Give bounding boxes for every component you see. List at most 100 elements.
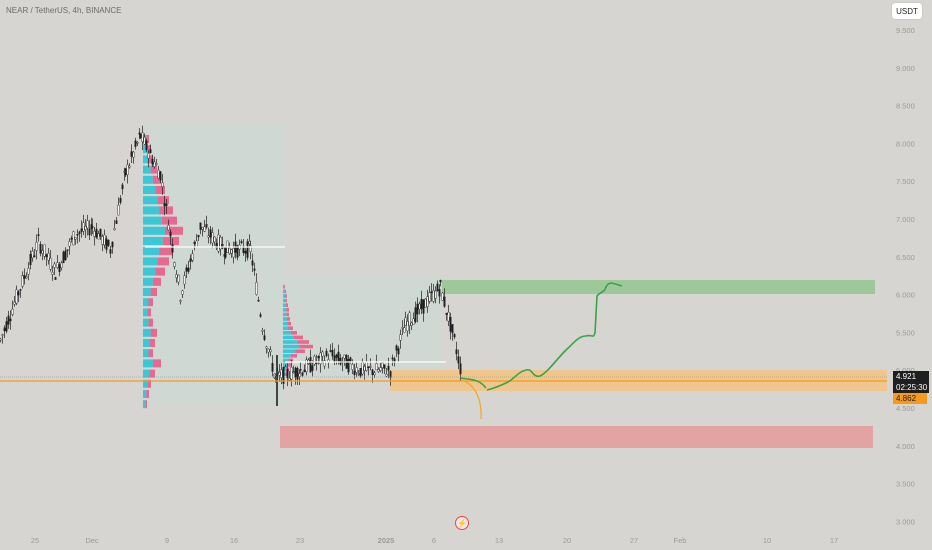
candle-body — [391, 357, 394, 360]
profile-bar-sell — [290, 354, 297, 358]
candle-body — [265, 346, 268, 349]
profile-bar-buy — [283, 294, 286, 298]
candle-body — [189, 258, 192, 262]
candle-body — [29, 254, 32, 265]
candle-body — [246, 241, 249, 258]
profile-bar-sell — [285, 298, 287, 303]
candle-body — [193, 242, 196, 244]
lightning-icon[interactable]: ⚡ — [455, 516, 469, 530]
candle-body — [459, 363, 462, 375]
candle-body — [269, 349, 272, 352]
candle-body — [187, 267, 190, 272]
profile-bar-buy — [283, 303, 286, 307]
profile-bar-buy — [143, 186, 156, 194]
candle-body — [185, 267, 188, 272]
candle-body — [54, 277, 57, 280]
profile-bar-sell — [285, 294, 287, 298]
price-tick: 5.000 — [896, 366, 915, 375]
profile-bar-sell — [162, 237, 179, 245]
profile-bar-buy — [143, 196, 158, 205]
candle-body — [377, 369, 380, 372]
profile-bar-sell — [149, 369, 155, 378]
candle-body — [357, 373, 360, 375]
price-tick: 8.500 — [896, 102, 915, 111]
candle-body — [449, 316, 452, 332]
candle-body — [119, 198, 122, 203]
profile-bar-sell — [287, 363, 291, 367]
candle-body — [99, 228, 102, 237]
candle-body — [441, 292, 444, 301]
candle-body — [183, 275, 186, 285]
candle-body — [82, 222, 85, 232]
candle-body — [331, 349, 334, 357]
candle-body — [195, 240, 198, 247]
candle-body — [303, 369, 306, 373]
profile-bar-buy — [143, 206, 160, 215]
candle-body — [379, 367, 382, 371]
candle-body — [443, 296, 446, 307]
candle-body — [124, 168, 127, 176]
candle-body — [408, 312, 411, 326]
candle-body — [103, 234, 106, 246]
profile-bar-sell — [286, 308, 289, 312]
candle-body — [445, 312, 448, 315]
profile-bar-buy — [143, 328, 151, 337]
candle-body — [375, 363, 378, 371]
candle-body — [230, 249, 233, 254]
candle-body — [209, 229, 212, 238]
candle-body — [141, 132, 144, 142]
level-price-tag: 4.862 — [893, 393, 927, 404]
candle-body — [211, 232, 214, 244]
candle-body — [439, 280, 442, 283]
candle-body — [132, 151, 135, 158]
profile-bar-sell — [152, 277, 161, 286]
profile-bar-sell — [152, 175, 161, 184]
profile-bar-buy — [143, 400, 146, 409]
candle-body — [128, 165, 131, 168]
candle-body — [145, 140, 148, 150]
candle-body — [31, 250, 34, 259]
profile-bar-sell — [299, 344, 313, 349]
profile-bar-sell — [148, 318, 153, 327]
profile-bar-sell — [147, 308, 151, 317]
profile-bar-buy — [143, 145, 148, 154]
time-tick: Dec — [85, 536, 99, 545]
profile-bar-buy — [143, 369, 150, 378]
candle-body — [401, 327, 404, 329]
profile-bar-sell — [146, 390, 149, 398]
candle-body — [259, 314, 262, 317]
candle-body — [15, 289, 18, 304]
profile-bar-buy — [143, 390, 147, 398]
candle-body — [115, 220, 118, 224]
orange-curve — [461, 379, 482, 420]
projection-tail — [460, 377, 487, 389]
profile-bar-sell — [150, 328, 157, 337]
candle-body — [412, 318, 415, 325]
profile-bar-sell — [297, 340, 309, 344]
profile-bar-sell — [157, 196, 169, 205]
candle-body — [224, 246, 227, 258]
candle-body — [9, 318, 12, 322]
candle-body — [169, 231, 172, 237]
candle-body — [373, 372, 376, 376]
candle-body — [343, 354, 346, 359]
candle-body — [161, 182, 164, 188]
candle-body — [163, 203, 166, 207]
candle-body — [45, 254, 48, 258]
candle-body — [351, 363, 354, 370]
candle-body — [27, 268, 30, 275]
candle-body — [191, 253, 194, 261]
price-tick: 6.500 — [896, 253, 915, 262]
candle-body — [381, 362, 384, 369]
supply-zone — [442, 280, 875, 294]
candle-body — [286, 369, 289, 379]
candle-body — [288, 378, 291, 381]
currency-button[interactable]: USDT — [892, 3, 922, 19]
candle-body — [294, 367, 297, 378]
last-price-tag: 4.921 — [893, 371, 929, 382]
candle-body — [47, 253, 50, 261]
candle-body — [93, 231, 96, 237]
candle-body — [155, 163, 158, 165]
candle-body — [457, 356, 460, 364]
